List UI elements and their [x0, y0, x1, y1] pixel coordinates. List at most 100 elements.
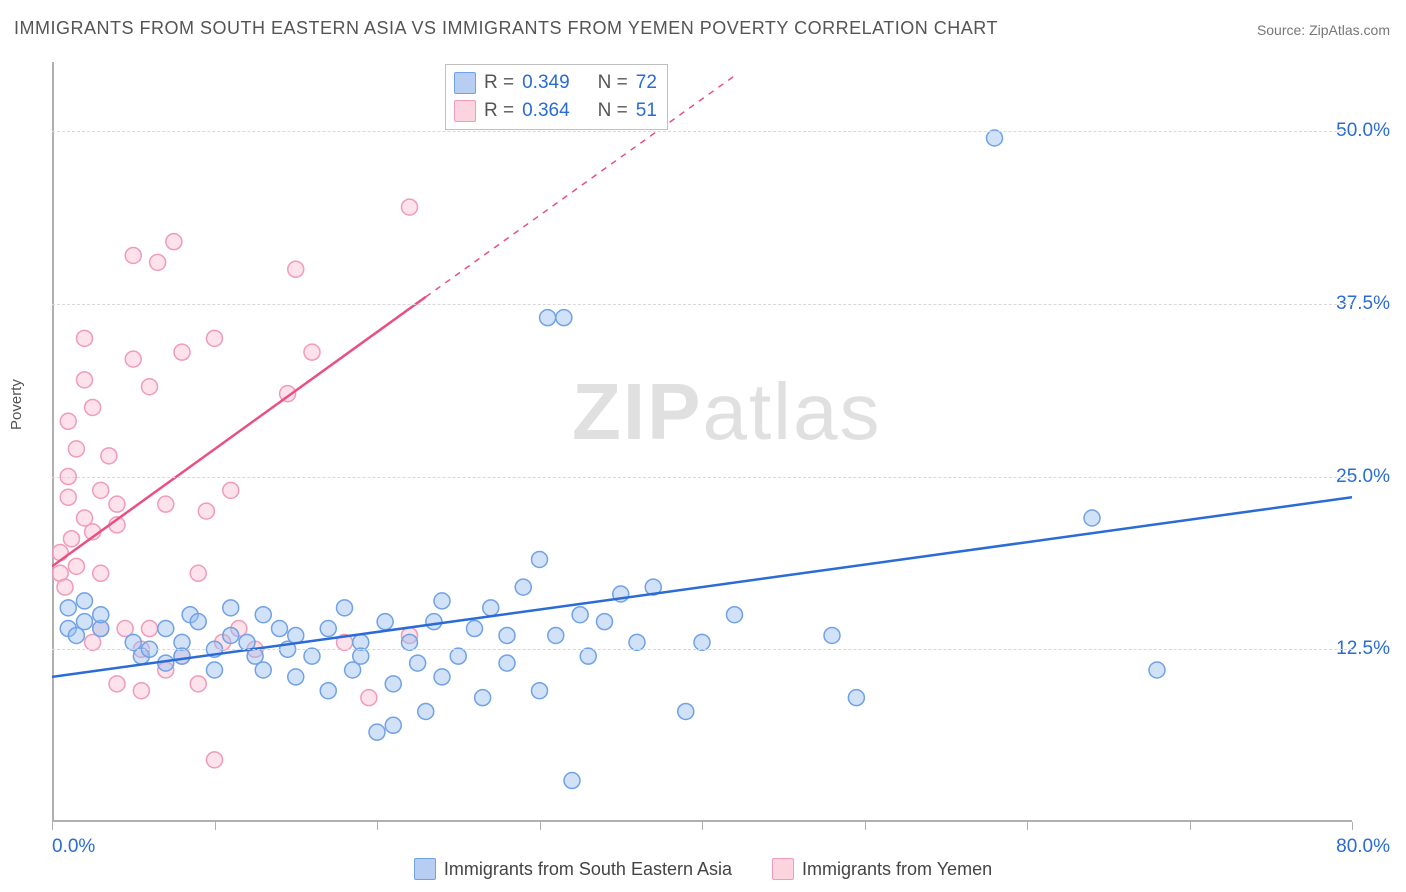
bottom-legend: Immigrants from South Eastern Asia Immig…: [0, 858, 1406, 880]
x-axis-max-label: 80.0%: [1336, 836, 1390, 858]
scatter-point-blue: [727, 607, 743, 623]
n-value-blue: 72: [636, 72, 657, 94]
scatter-point-blue: [353, 648, 369, 664]
scatter-point-blue: [556, 310, 572, 326]
scatter-point-pink: [60, 413, 76, 429]
scatter-point-blue: [540, 310, 556, 326]
scatter-point-blue: [467, 621, 483, 637]
scatter-point-blue: [77, 614, 93, 630]
scatter-point-blue: [207, 662, 223, 678]
scatter-point-blue: [320, 683, 336, 699]
scatter-point-blue: [597, 614, 613, 630]
swatch-blue: [454, 72, 476, 94]
gridline: [52, 304, 1352, 305]
scatter-point-blue: [532, 683, 548, 699]
scatter-point-blue: [377, 614, 393, 630]
scatter-plot-svg: [52, 62, 1352, 822]
scatter-point-blue: [1084, 510, 1100, 526]
regression-line-pink: [52, 297, 426, 566]
stats-row-blue: R = 0.349 N = 72: [454, 69, 657, 97]
scatter-point-blue: [515, 579, 531, 595]
gridline: [52, 477, 1352, 478]
legend-swatch-pink: [772, 858, 794, 880]
scatter-point-blue: [572, 607, 588, 623]
scatter-point-blue: [337, 600, 353, 616]
n-label: N =: [598, 100, 628, 122]
scatter-point-blue: [483, 600, 499, 616]
chart-container: IMMIGRANTS FROM SOUTH EASTERN ASIA VS IM…: [0, 0, 1406, 892]
scatter-point-pink: [109, 676, 125, 692]
scatter-point-pink: [198, 503, 214, 519]
scatter-point-blue: [629, 634, 645, 650]
scatter-point-pink: [304, 344, 320, 360]
legend-label-blue: Immigrants from South Eastern Asia: [444, 859, 732, 880]
scatter-point-blue: [304, 648, 320, 664]
scatter-point-pink: [57, 579, 73, 595]
gridline: [52, 649, 1352, 650]
scatter-point-blue: [848, 690, 864, 706]
scatter-point-pink: [207, 330, 223, 346]
scatter-point-blue: [385, 676, 401, 692]
scatter-point-blue: [223, 600, 239, 616]
scatter-point-blue: [824, 627, 840, 643]
scatter-point-pink: [125, 247, 141, 263]
scatter-point-blue: [402, 634, 418, 650]
scatter-point-pink: [223, 482, 239, 498]
scatter-point-pink: [77, 330, 93, 346]
scatter-point-blue: [475, 690, 491, 706]
scatter-point-pink: [68, 558, 84, 574]
scatter-point-pink: [207, 752, 223, 768]
gridline: [52, 131, 1352, 132]
scatter-point-blue: [320, 621, 336, 637]
source-label: Source:: [1257, 22, 1309, 38]
scatter-point-blue: [499, 627, 515, 643]
scatter-point-blue: [223, 627, 239, 643]
x-tick-mark: [52, 822, 53, 830]
scatter-point-blue: [678, 703, 694, 719]
r-value-blue: 0.349: [522, 72, 570, 94]
x-tick-mark: [865, 822, 866, 830]
y-axis-label: Poverty: [8, 379, 25, 430]
scatter-point-blue: [1149, 662, 1165, 678]
x-tick-mark: [702, 822, 703, 830]
source-value: ZipAtlas.com: [1309, 22, 1390, 38]
scatter-point-blue: [158, 621, 174, 637]
scatter-point-blue: [564, 773, 580, 789]
legend-swatch-blue: [414, 858, 436, 880]
scatter-point-pink: [288, 261, 304, 277]
scatter-point-pink: [68, 441, 84, 457]
x-axis-min-label: 0.0%: [52, 836, 95, 858]
scatter-point-pink: [101, 448, 117, 464]
scatter-point-pink: [142, 379, 158, 395]
scatter-point-pink: [402, 199, 418, 215]
scatter-point-pink: [133, 683, 149, 699]
stats-row-pink: R = 0.364 N = 51: [454, 97, 657, 125]
legend-item-pink: Immigrants from Yemen: [772, 858, 992, 880]
r-value-pink: 0.364: [522, 100, 570, 122]
scatter-point-blue: [190, 614, 206, 630]
scatter-point-pink: [190, 676, 206, 692]
scatter-point-pink: [174, 344, 190, 360]
scatter-point-blue: [385, 717, 401, 733]
chart-title: IMMIGRANTS FROM SOUTH EASTERN ASIA VS IM…: [14, 18, 998, 39]
scatter-point-pink: [60, 489, 76, 505]
r-label: R =: [484, 72, 514, 94]
scatter-point-pink: [125, 351, 141, 367]
x-tick-mark: [540, 822, 541, 830]
x-tick-mark: [215, 822, 216, 830]
scatter-point-blue: [548, 627, 564, 643]
scatter-point-pink: [166, 234, 182, 250]
scatter-point-pink: [361, 690, 377, 706]
scatter-point-blue: [987, 130, 1003, 146]
x-tick-mark: [1352, 822, 1353, 830]
scatter-point-blue: [580, 648, 596, 664]
scatter-point-blue: [418, 703, 434, 719]
scatter-point-blue: [288, 669, 304, 685]
scatter-point-blue: [255, 662, 271, 678]
scatter-point-blue: [174, 648, 190, 664]
scatter-point-pink: [109, 496, 125, 512]
scatter-point-pink: [150, 254, 166, 270]
scatter-point-pink: [190, 565, 206, 581]
scatter-point-blue: [434, 669, 450, 685]
x-tick-mark: [1190, 822, 1191, 830]
